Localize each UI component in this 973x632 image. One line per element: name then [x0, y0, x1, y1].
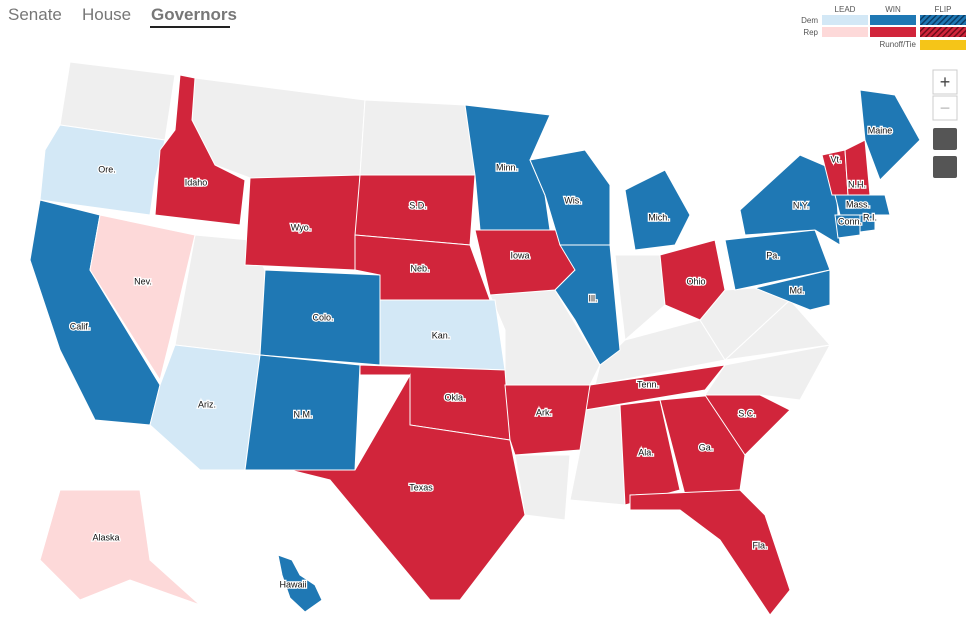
state[interactable] [739, 154, 841, 246]
state-label: Mich. [648, 212, 670, 222]
legend-row: Rep [803, 28, 818, 37]
state-label: N.M. [294, 409, 313, 419]
legend-swatch [920, 40, 966, 50]
state-label: Wyo. [291, 222, 311, 232]
state[interactable] [554, 244, 621, 366]
state[interactable] [277, 554, 323, 613]
state[interactable] [89, 214, 196, 382]
legend-swatch [870, 27, 916, 37]
state-label: N.Y. [793, 200, 809, 210]
state[interactable] [753, 269, 831, 311]
tab[interactable]: Senate [8, 5, 62, 24]
state[interactable] [624, 169, 691, 251]
state[interactable] [289, 373, 526, 601]
state-label: Ill. [589, 293, 598, 303]
state[interactable] [859, 89, 921, 181]
legend-row: Dem [801, 16, 818, 25]
state-label: Conn. [838, 216, 862, 226]
state-label: Kan. [432, 330, 451, 340]
state-label: Maine [868, 125, 893, 135]
state[interactable] [834, 214, 861, 239]
legend-column: FLIP [935, 5, 952, 14]
state[interactable] [39, 124, 166, 216]
state-label: Hawaii [279, 579, 306, 589]
state-label: Tenn. [637, 379, 659, 389]
state-label: Ala. [638, 447, 654, 457]
state-label: Texas [409, 482, 433, 492]
state[interactable] [39, 489, 201, 606]
state[interactable] [504, 384, 591, 456]
state-label: Mass. [846, 199, 870, 209]
zoom-in[interactable]: + [940, 72, 951, 92]
state-label: Nev. [134, 276, 152, 286]
tab[interactable]: Governors [151, 5, 237, 24]
legend-swatch [920, 15, 966, 25]
legend-swatch [822, 15, 868, 25]
state[interactable] [834, 194, 891, 216]
state[interactable] [619, 399, 681, 506]
zoom-out-button[interactable] [932, 95, 958, 121]
state-label: Ore. [98, 164, 116, 174]
state[interactable] [659, 239, 726, 321]
state-label: Ga. [699, 442, 714, 452]
legend-swatch [822, 27, 868, 37]
state-label: Vt. [830, 154, 841, 164]
state[interactable] [154, 74, 246, 226]
state-label: Wis. [564, 195, 582, 205]
zoom-out[interactable]: − [940, 98, 951, 118]
state[interactable] [704, 394, 791, 456]
legend-column: WIN [885, 5, 901, 14]
state-label: Md. [789, 285, 804, 295]
state-label: Iowa [510, 250, 529, 260]
legend-runoff: Runoff/Tie [880, 40, 917, 49]
legend-swatch [920, 27, 966, 37]
state[interactable] [859, 214, 876, 233]
state-label: R.I. [863, 212, 877, 222]
legend-swatch [870, 15, 916, 25]
state-label: Fla. [752, 540, 767, 550]
state-label: N.H. [848, 179, 866, 189]
state-label: Ariz. [198, 399, 216, 409]
us-view-button[interactable] [933, 128, 957, 150]
district-view-button[interactable] [933, 156, 957, 178]
state-label: Minn. [496, 162, 518, 172]
tab[interactable]: House [82, 5, 131, 24]
state[interactable] [464, 104, 551, 231]
state[interactable] [629, 489, 791, 616]
state-label: Okla. [444, 392, 465, 402]
state-label: Neb. [410, 263, 429, 273]
state-label: Idaho [185, 177, 208, 187]
state-label: S.C. [738, 408, 756, 418]
state-label: Pa. [766, 250, 780, 260]
state-label: S.D. [409, 200, 427, 210]
zoom-in-button[interactable] [932, 69, 958, 95]
state-label: Ohio [686, 276, 705, 286]
state-label: Calif. [70, 321, 91, 331]
state-label: Ark. [536, 407, 552, 417]
legend-column: LEAD [835, 5, 856, 14]
state-label: Colo. [312, 312, 333, 322]
state-label: Alaska [92, 532, 119, 542]
